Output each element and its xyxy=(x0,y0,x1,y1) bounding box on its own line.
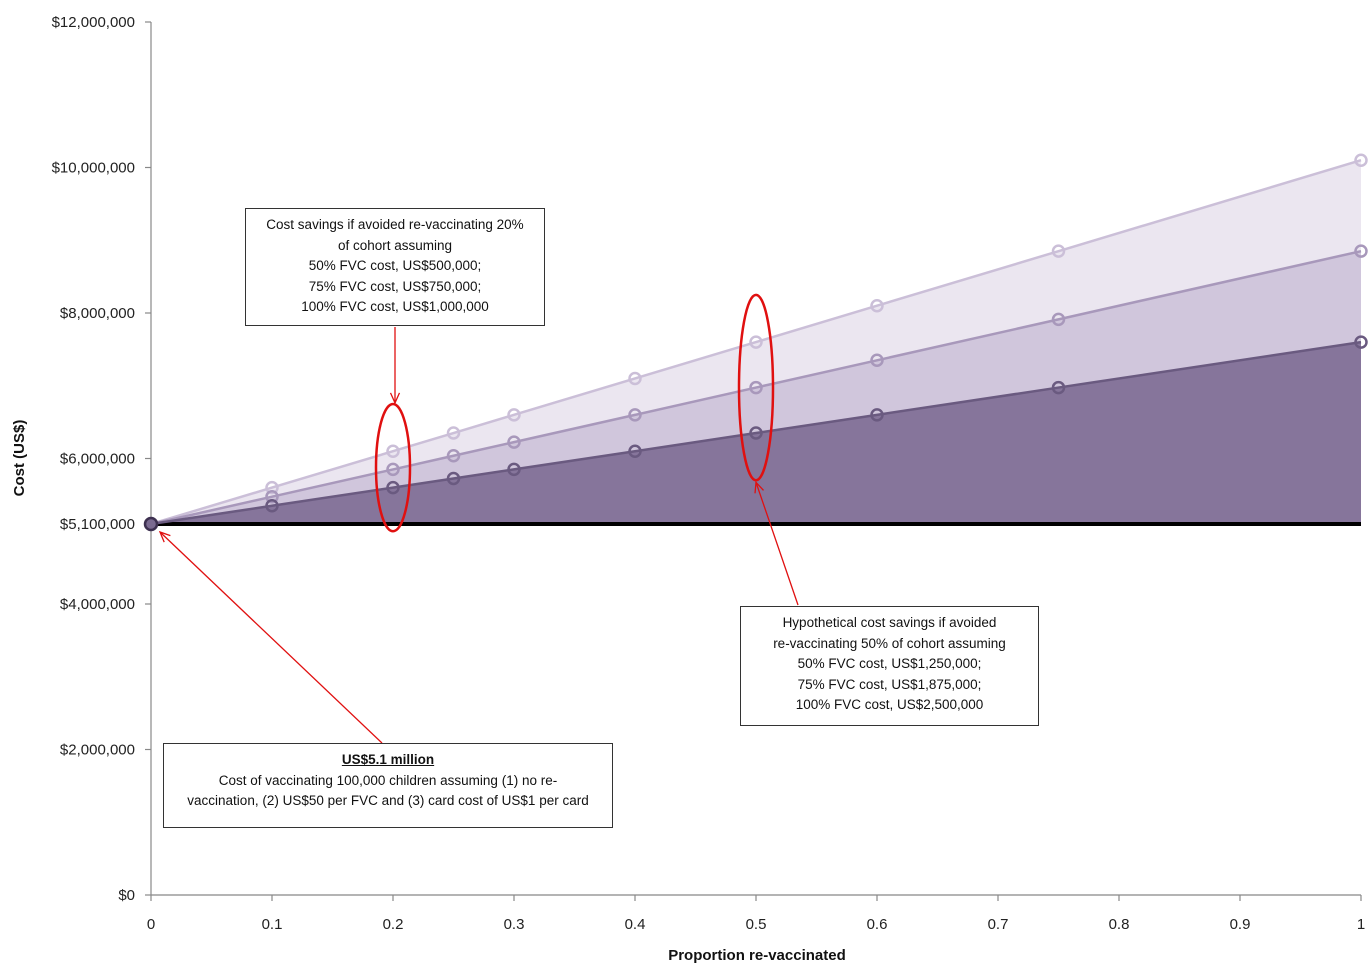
arrow-head xyxy=(158,530,171,543)
series-line-3 xyxy=(150,340,1362,526)
y-tick-label: $12,000,000 xyxy=(52,14,135,31)
data-point xyxy=(749,426,763,440)
annotation-line: 75% FVC cost, US$1,875,000; xyxy=(797,676,982,692)
annotation-box-baseline: US$5.1 million Cost of vaccinating 100,0… xyxy=(163,743,613,828)
x-tick-label: 0.1 xyxy=(262,916,283,933)
data-point xyxy=(628,371,642,386)
data-point xyxy=(1354,153,1368,167)
annotation-box-50pct: Hypothetical cost savings if avoided re-… xyxy=(740,606,1039,726)
axes-group: $0 $2,000,000 $4,000,000 $5,100,000 $6,000,0… xyxy=(52,14,1366,933)
x-tick-label: 1 xyxy=(1357,916,1365,933)
data-point xyxy=(870,298,884,313)
data-point xyxy=(870,353,884,368)
data-point xyxy=(386,444,400,458)
annotation-line: Cost of vaccinating 100,000 children ass… xyxy=(218,772,558,788)
annotation-box-20pct: Cost savings if avoided re-vaccinating 2… xyxy=(245,208,545,326)
annotation-line: of cohort assuming xyxy=(337,237,453,253)
y-tick-label: $4,000,000 xyxy=(60,596,135,613)
annotation-line: 50% FVC cost, US$500,000; xyxy=(308,258,482,273)
data-point xyxy=(870,408,884,422)
series-line-1 xyxy=(150,159,1362,526)
x-tick-label: 0.6 xyxy=(867,916,888,933)
annotation-line: 50% FVC cost, US$1,250,000; xyxy=(797,656,982,671)
arrow-line xyxy=(755,482,799,606)
y-tick-label: $2,000,000 xyxy=(60,742,135,759)
x-axis-title: Proportion re-vaccinated xyxy=(668,947,846,963)
y-tick-label: $6,000,000 xyxy=(60,451,135,468)
data-point xyxy=(1051,380,1066,395)
data-point xyxy=(1051,312,1066,327)
x-tick-label: 0.4 xyxy=(625,916,646,933)
annotation-header: US$5.1 million xyxy=(341,752,435,767)
data-point xyxy=(1354,244,1368,258)
arrow-line xyxy=(159,531,383,744)
x-tick-label: 0 xyxy=(147,916,155,933)
x-tick-label: 0.2 xyxy=(383,916,404,933)
data-point xyxy=(265,499,279,513)
data-point xyxy=(386,480,400,495)
annotation-line: Cost savings if avoided re-vaccinating 2… xyxy=(266,217,524,232)
annotation-line: 100% FVC cost, US$1,000,000 xyxy=(301,299,489,314)
x-tick-label: 0.9 xyxy=(1230,916,1251,933)
data-point xyxy=(265,489,279,504)
arrow-head xyxy=(754,480,764,494)
annotation-line: re-vaccinating 50% of cohort assuming xyxy=(773,635,1006,651)
y-tick-label: $0 xyxy=(118,887,135,904)
y-axis-title: Cost (US$) xyxy=(11,420,28,497)
data-point xyxy=(507,408,521,422)
data-point xyxy=(446,471,461,486)
y-tick-label: $10,000,000 xyxy=(52,160,135,177)
data-point xyxy=(749,335,763,349)
series-lines-group xyxy=(143,153,1368,532)
y-tick-label: $8,000,000 xyxy=(60,305,135,322)
annotation-line: vaccination, (2) US$50 per FVC and (3) c… xyxy=(187,793,589,808)
x-tick-label: 0.7 xyxy=(988,916,1009,933)
y-tick-label: $5,100,000 xyxy=(60,516,135,533)
data-point xyxy=(446,449,461,463)
annotation-line: Hypothetical cost savings if avoided xyxy=(782,615,997,630)
highlights-group xyxy=(374,293,775,533)
data-point xyxy=(628,444,642,458)
x-tick-label: 0.8 xyxy=(1109,916,1130,933)
data-point xyxy=(1051,244,1066,258)
data-point xyxy=(1354,335,1368,349)
data-point xyxy=(507,462,521,477)
data-point xyxy=(386,462,400,477)
origin-point xyxy=(143,516,159,532)
arrows-group xyxy=(158,327,799,744)
highlight-ellipse xyxy=(374,402,412,533)
x-tick-label: 0.5 xyxy=(746,916,767,933)
data-point xyxy=(628,408,642,422)
series-line-2 xyxy=(150,249,1362,526)
annotation-line: 75% FVC cost, US$750,000; xyxy=(308,278,482,294)
arrow-head xyxy=(389,392,401,405)
data-point xyxy=(749,380,763,395)
x-tick-label: 0.3 xyxy=(504,916,525,933)
annotation-line: 100% FVC cost, US$2,500,000 xyxy=(795,697,984,712)
data-point xyxy=(265,480,279,495)
highlight-ellipse xyxy=(737,293,775,482)
data-point xyxy=(507,435,521,449)
data-point xyxy=(446,426,461,440)
